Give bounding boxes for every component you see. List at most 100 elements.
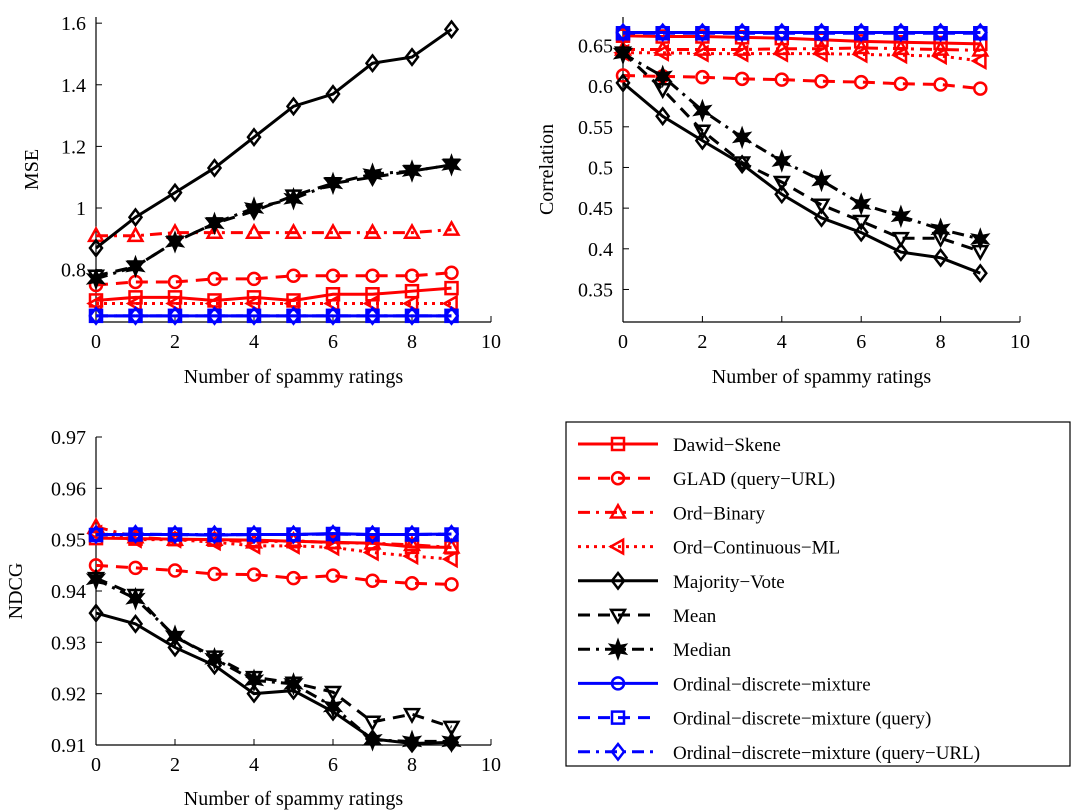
- data-point: [206, 524, 223, 545]
- data-point: [772, 175, 791, 192]
- data-point: [204, 646, 225, 671]
- data-point: [206, 158, 223, 178]
- y-tick-label: 0.94: [51, 581, 86, 603]
- legend-label: Ordinal−discrete−mixture (query−URL): [673, 743, 980, 764]
- data-point: [283, 294, 300, 313]
- data-point: [852, 38, 871, 55]
- series-line: [95, 532, 452, 561]
- data-point: [615, 73, 631, 93]
- series-line: [95, 532, 452, 537]
- data-point: [891, 231, 910, 248]
- data-point: [322, 694, 344, 719]
- series-glad-query-url: [88, 558, 459, 592]
- data-point: [444, 265, 459, 280]
- x-tick-label: 4: [777, 331, 787, 353]
- data-point: [970, 227, 991, 251]
- data-point: [246, 271, 262, 287]
- data-point: [85, 267, 107, 291]
- y-tick-label: 0.97: [51, 427, 86, 449]
- series-line: [95, 577, 452, 743]
- data-point: [167, 563, 183, 578]
- correlation-plot: 0 2 4 6 8 10 0.35 0.4 0.45 0.5 0.55 0.6 0.65 Number o…: [536, 17, 1030, 388]
- data-point: [362, 294, 379, 313]
- y-axis-label: MSE: [21, 149, 43, 190]
- y-axis-label: NDCG: [5, 563, 27, 620]
- series-ordinal-discrete-mixture-query-url: [615, 22, 988, 43]
- data-point: [246, 305, 262, 326]
- data-point: [971, 40, 990, 57]
- data-point: [692, 44, 709, 63]
- data-point: [893, 242, 909, 262]
- y-tick-label: 0.91: [51, 735, 86, 757]
- x-tick-label: 6: [328, 754, 338, 776]
- data-point: [404, 283, 420, 299]
- data-point: [363, 222, 382, 240]
- y-tick-label: 1: [76, 198, 86, 220]
- legend-label: GLAD (query−URL): [673, 469, 835, 490]
- legend-marker: [610, 676, 626, 691]
- data-point: [441, 153, 462, 177]
- data-point: [86, 517, 106, 534]
- data-point: [85, 567, 107, 591]
- legend-marker: [610, 470, 626, 486]
- data-point: [694, 22, 710, 43]
- legend-marker: [607, 637, 629, 661]
- data-point: [246, 524, 262, 545]
- data-point: [853, 74, 869, 90]
- data-point: [283, 672, 304, 696]
- data-point: [164, 230, 186, 254]
- data-point: [695, 69, 710, 85]
- data-point: [325, 305, 341, 326]
- x-tick-label: 0: [91, 331, 101, 353]
- data-point: [363, 715, 382, 732]
- data-point: [125, 254, 146, 279]
- y-tick-label: 0.96: [51, 478, 86, 500]
- data-point: [931, 39, 950, 56]
- data-point: [401, 159, 423, 183]
- series-line: [622, 52, 981, 241]
- x-tick-label: 2: [170, 331, 180, 353]
- legend-entry-majority-vote: Majority−Vote: [578, 570, 785, 593]
- data-point: [88, 603, 104, 623]
- series-line: [95, 611, 452, 745]
- data-point: [973, 81, 988, 96]
- data-point: [443, 524, 460, 544]
- series-glad-query-url: [88, 265, 459, 293]
- legend-label: Median: [673, 640, 732, 661]
- y-tick-label: 1.4: [61, 75, 86, 97]
- data-point: [325, 268, 341, 284]
- series-ordinal-discrete-mixture-query-url: [88, 524, 460, 545]
- data-point: [285, 305, 302, 326]
- legend-marker: [610, 570, 626, 591]
- data-point: [774, 72, 790, 87]
- data-point: [323, 294, 340, 313]
- data-point: [365, 268, 380, 284]
- series-median: [612, 41, 991, 251]
- data-point: [167, 305, 183, 326]
- y-tick-label: 0.55: [578, 117, 613, 139]
- data-point: [733, 156, 752, 173]
- series-line: [95, 563, 452, 586]
- x-tick-label: 0: [618, 331, 628, 353]
- x-tick-label: 8: [936, 331, 946, 353]
- data-point: [364, 305, 381, 326]
- data-point: [441, 729, 462, 754]
- x-axis-label: Number of spammy ratings: [184, 366, 404, 388]
- data-point: [167, 182, 183, 203]
- data-point: [243, 668, 265, 693]
- series-line: [622, 34, 981, 46]
- data-point: [325, 524, 341, 544]
- legend-entry-mean: Mean: [578, 606, 717, 627]
- x-axis-label: Number of spammy ratings: [712, 366, 932, 388]
- data-point: [893, 22, 909, 43]
- series-ord-binary: [86, 517, 461, 554]
- data-point: [731, 125, 753, 150]
- data-point: [88, 305, 104, 326]
- data-point: [652, 43, 670, 62]
- data-point: [771, 149, 793, 173]
- data-point: [734, 71, 750, 87]
- legend-entry-ord-binary: Ord−Binary: [578, 502, 765, 524]
- x-tick-label: 10: [1010, 331, 1030, 353]
- x-tick-label: 10: [481, 331, 501, 353]
